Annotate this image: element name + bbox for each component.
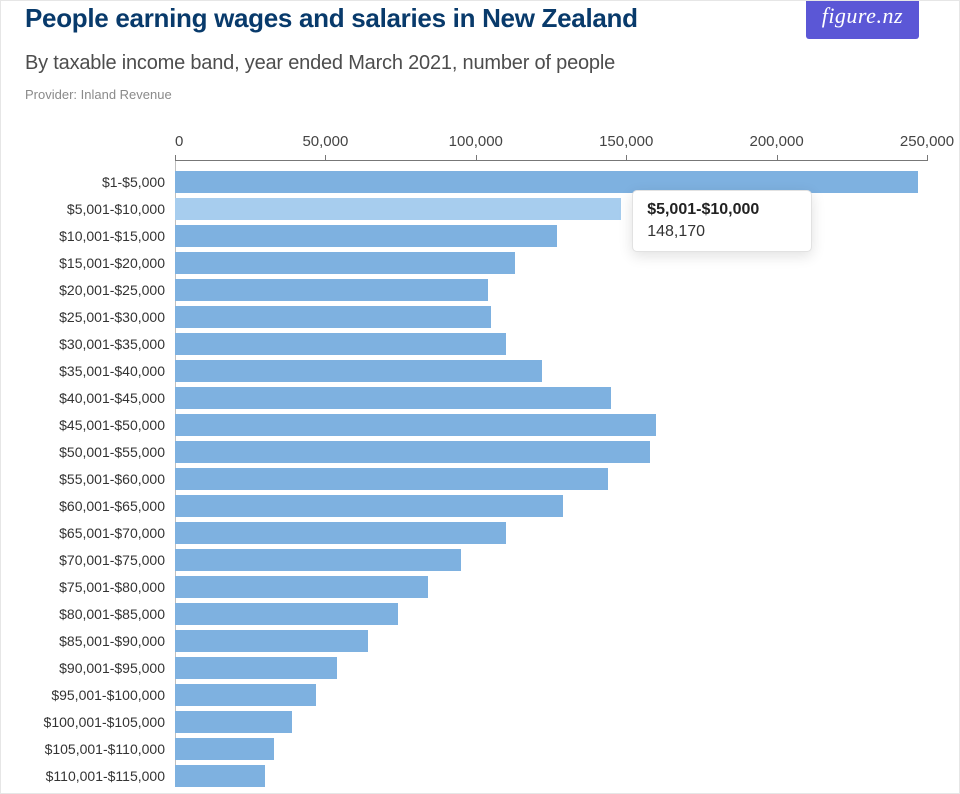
- bar[interactable]: [175, 333, 506, 355]
- bar-row[interactable]: $25,001-$30,000: [175, 306, 927, 328]
- bar-row[interactable]: $1-$5,000: [175, 171, 927, 193]
- x-tick-mark: [626, 155, 627, 161]
- bar-row[interactable]: $55,001-$60,000: [175, 468, 927, 490]
- y-axis-label: $55,001-$60,000: [59, 471, 165, 487]
- bar[interactable]: [175, 279, 488, 301]
- bar-row[interactable]: $95,001-$100,000: [175, 684, 927, 706]
- bar-row[interactable]: $15,001-$20,000: [175, 252, 927, 274]
- bar[interactable]: [175, 414, 656, 436]
- x-tick-label: 150,000: [599, 133, 653, 150]
- tooltip: $5,001-$10,000 148,170: [632, 190, 812, 252]
- bar-row[interactable]: $85,001-$90,000: [175, 630, 927, 652]
- bar[interactable]: [175, 441, 650, 463]
- bar[interactable]: [175, 306, 491, 328]
- bar[interactable]: [175, 576, 428, 598]
- bar-row[interactable]: $65,001-$70,000: [175, 522, 927, 544]
- bar[interactable]: [175, 522, 506, 544]
- bar[interactable]: [175, 198, 621, 220]
- y-axis-label: $75,001-$80,000: [59, 579, 165, 595]
- tooltip-value: 148,170: [647, 223, 797, 241]
- y-axis-label: $20,001-$25,000: [59, 282, 165, 298]
- bar-row[interactable]: $110,001-$115,000: [175, 765, 927, 787]
- bar[interactable]: [175, 387, 611, 409]
- x-tick-label: 50,000: [302, 133, 348, 150]
- bar-row[interactable]: $75,001-$80,000: [175, 576, 927, 598]
- bar-row[interactable]: $100,001-$105,000: [175, 711, 927, 733]
- y-axis-label: $65,001-$70,000: [59, 525, 165, 541]
- y-axis-label: $15,001-$20,000: [59, 255, 165, 271]
- bar-row[interactable]: $60,001-$65,000: [175, 495, 927, 517]
- bar[interactable]: [175, 765, 265, 787]
- y-axis-label: $100,001-$105,000: [44, 714, 165, 730]
- bar-row[interactable]: $70,001-$75,000: [175, 549, 927, 571]
- bar-row[interactable]: $80,001-$85,000: [175, 603, 927, 625]
- tooltip-title: $5,001-$10,000: [647, 201, 797, 219]
- y-axis-label: $105,001-$110,000: [45, 741, 165, 757]
- bar[interactable]: [175, 360, 542, 382]
- x-axis: 050,000100,000150,000200,000250,000: [175, 127, 927, 161]
- x-tick-label: 100,000: [449, 133, 503, 150]
- x-tick-mark: [777, 155, 778, 161]
- y-axis-label: $85,001-$90,000: [59, 633, 165, 649]
- bar[interactable]: [175, 252, 515, 274]
- y-axis-label: $95,001-$100,000: [51, 687, 165, 703]
- bars-container: $1-$5,000 $5,001-$10,000 $10,001-$15,000 $1…: [175, 171, 927, 787]
- bar[interactable]: [175, 225, 557, 247]
- y-axis-label: $25,001-$30,000: [59, 309, 165, 325]
- y-axis-label: $10,001-$15,000: [59, 228, 165, 244]
- chart-area: 050,000100,000150,000200,000250,000 $1-$…: [25, 127, 935, 787]
- x-tick-mark: [927, 155, 928, 161]
- y-axis-label: $40,001-$45,000: [59, 390, 165, 406]
- bar[interactable]: [175, 657, 337, 679]
- bar-row[interactable]: $35,001-$40,000: [175, 360, 927, 382]
- bar-row[interactable]: $40,001-$45,000: [175, 387, 927, 409]
- bar[interactable]: [175, 630, 368, 652]
- bar-row[interactable]: $90,001-$95,000: [175, 657, 927, 679]
- y-axis-label: $60,001-$65,000: [59, 498, 165, 514]
- y-axis-label: $90,001-$95,000: [59, 660, 165, 676]
- source-badge: figure.nz: [806, 1, 919, 39]
- bar-row[interactable]: $10,001-$15,000: [175, 225, 927, 247]
- bar[interactable]: [175, 603, 398, 625]
- bar-row[interactable]: $30,001-$35,000: [175, 333, 927, 355]
- y-axis-label: $50,001-$55,000: [59, 444, 165, 460]
- x-tick-label: 250,000: [900, 133, 954, 150]
- y-axis-label: $110,001-$115,000: [46, 768, 165, 784]
- plot-region: 050,000100,000150,000200,000250,000 $1-$…: [175, 127, 927, 787]
- y-axis-label: $30,001-$35,000: [59, 336, 165, 352]
- x-tick-mark: [476, 155, 477, 161]
- bar-row[interactable]: $20,001-$25,000: [175, 279, 927, 301]
- chart-provider: Provider: Inland Revenue: [25, 87, 935, 102]
- x-axis-line: [175, 160, 927, 161]
- bar[interactable]: [175, 738, 274, 760]
- y-axis-label: $80,001-$85,000: [59, 606, 165, 622]
- bar[interactable]: [175, 495, 563, 517]
- bar-row[interactable]: $5,001-$10,000: [175, 198, 927, 220]
- y-axis-label: $70,001-$75,000: [59, 552, 165, 568]
- x-tick-label: 200,000: [749, 133, 803, 150]
- y-axis-label: $35,001-$40,000: [59, 363, 165, 379]
- chart-subtitle: By taxable income band, year ended March…: [25, 52, 935, 75]
- chart-title: People earning wages and salaries in New…: [25, 1, 935, 34]
- bar[interactable]: [175, 549, 461, 571]
- bar[interactable]: [175, 711, 292, 733]
- y-axis-label: $45,001-$50,000: [59, 417, 165, 433]
- x-tick-mark: [325, 155, 326, 161]
- y-axis-label: $5,001-$10,000: [67, 201, 165, 217]
- bar[interactable]: [175, 468, 608, 490]
- bar[interactable]: [175, 684, 316, 706]
- chart-frame: figure.nz People earning wages and salar…: [0, 0, 960, 794]
- y-axis-label: $1-$5,000: [102, 174, 165, 190]
- x-tick-label: 0: [175, 133, 183, 150]
- bar-row[interactable]: $50,001-$55,000: [175, 441, 927, 463]
- bar-row[interactable]: $105,001-$110,000: [175, 738, 927, 760]
- bar-row[interactable]: $45,001-$50,000: [175, 414, 927, 436]
